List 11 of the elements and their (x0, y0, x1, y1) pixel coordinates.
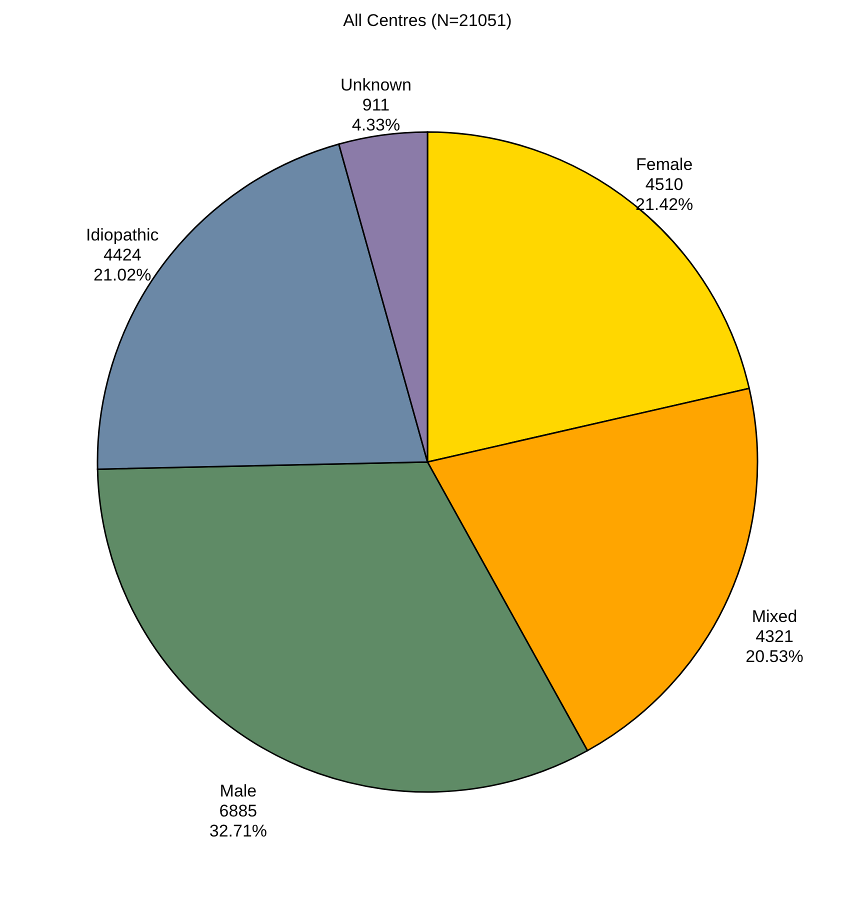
slice-label: Male (220, 781, 257, 800)
slice-label: Idiopathic (86, 226, 160, 245)
data-label: 4510 21.42% (635, 174, 694, 214)
slice-label: Mixed (752, 606, 798, 626)
slice-label: Unknown (340, 76, 412, 95)
data-label: 911 4.33% (352, 96, 400, 135)
data-label: 6885 32.71% (209, 801, 268, 840)
chart-title: All Centres (N=21051) (343, 11, 512, 30)
data-label: 4424 21.02% (94, 246, 152, 285)
slice-label: Female (636, 154, 693, 174)
data-label: 4321 20.53% (746, 626, 804, 666)
